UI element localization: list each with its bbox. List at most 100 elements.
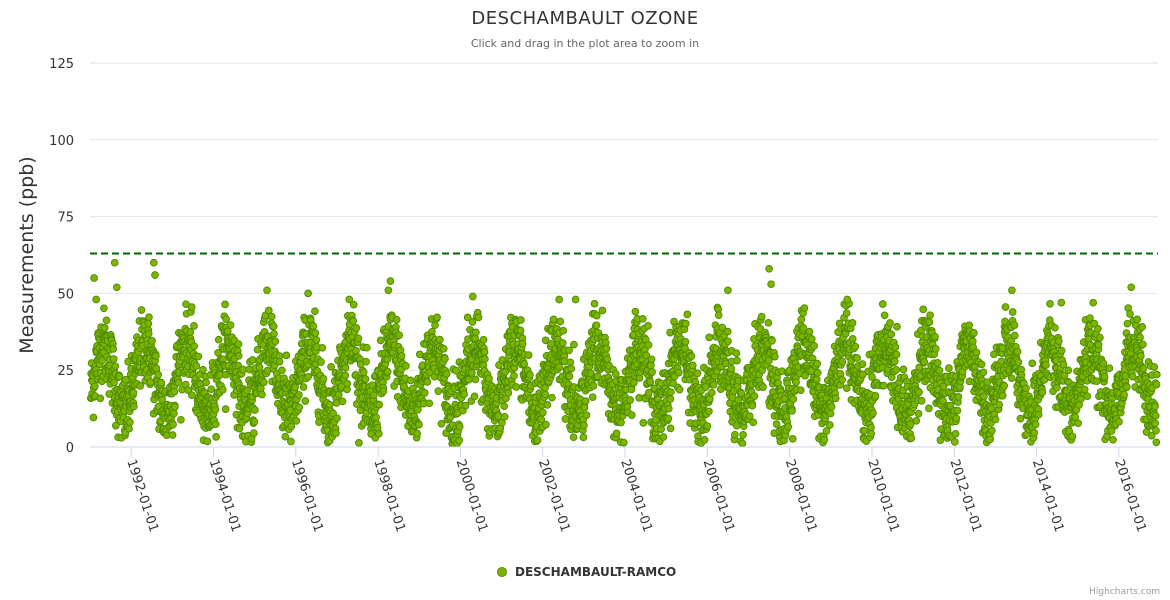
data-point — [788, 407, 796, 415]
data-point — [202, 378, 210, 387]
data-point — [434, 387, 443, 395]
data-point — [853, 354, 861, 362]
y-axis-title: Measurements (ppb) — [16, 156, 38, 353]
data-point — [788, 434, 797, 443]
legend-item-label[interactable]: DESCHAMBAULT-RAMCO — [515, 565, 676, 579]
data-point-peak — [767, 280, 775, 289]
data-point — [1007, 374, 1016, 383]
data-point — [582, 411, 591, 419]
data-point — [700, 436, 709, 444]
data-point — [464, 375, 473, 384]
data-point — [593, 372, 602, 381]
data-point — [319, 374, 328, 383]
data-point-peak — [149, 258, 158, 267]
data-point-peak — [151, 271, 159, 279]
data-point — [1152, 438, 1161, 447]
data-point — [891, 343, 900, 351]
data-point — [221, 405, 230, 413]
data-point — [250, 417, 259, 426]
data-point — [190, 322, 198, 330]
data-point — [1001, 303, 1010, 311]
data-point — [91, 382, 99, 391]
data-point — [253, 345, 262, 354]
data-point — [234, 351, 243, 360]
data-point — [170, 409, 178, 418]
data-point-peak — [386, 277, 395, 285]
data-point — [933, 359, 942, 367]
data-point — [177, 415, 185, 424]
credits-link[interactable]: Highcharts.com — [1089, 587, 1160, 597]
data-point — [110, 378, 118, 387]
data-point — [986, 435, 995, 444]
data-point — [520, 360, 529, 368]
data-point — [566, 358, 575, 367]
data-point — [925, 404, 933, 413]
data-point — [868, 373, 876, 381]
data-point — [125, 424, 133, 433]
data-point — [1123, 383, 1131, 391]
data-point — [338, 397, 347, 406]
data-point — [919, 305, 928, 314]
data-point — [1000, 381, 1009, 390]
data-point — [723, 327, 732, 336]
data-point-peak — [304, 289, 312, 298]
data-point — [524, 351, 533, 359]
data-point — [1010, 321, 1019, 329]
data-point — [144, 319, 153, 328]
data-point — [807, 335, 816, 343]
data-point — [627, 411, 636, 419]
data-point — [311, 329, 320, 337]
data-point — [301, 397, 310, 405]
data-point — [267, 312, 276, 321]
data-point — [1074, 419, 1082, 427]
data-point — [137, 306, 146, 314]
plot-area[interactable] — [86, 63, 1161, 448]
data-point — [838, 375, 847, 384]
data-point — [681, 319, 690, 328]
data-point — [724, 337, 732, 346]
y-tick-label: 0 — [66, 441, 74, 456]
data-point — [145, 313, 153, 322]
data-point-peak — [112, 283, 121, 292]
data-point-peak — [90, 274, 98, 282]
data-point — [687, 352, 696, 361]
data-point — [745, 412, 754, 421]
data-point — [312, 336, 321, 344]
data-point — [1138, 323, 1146, 331]
data-point — [154, 370, 163, 379]
legend[interactable]: DESCHAMBAULT-RAMCO — [497, 565, 677, 579]
data-point — [526, 370, 534, 379]
data-point — [1151, 419, 1160, 428]
data-point — [361, 375, 370, 383]
data-point — [479, 335, 488, 344]
data-point-peak — [1127, 283, 1136, 292]
data-point — [739, 430, 747, 439]
data-point — [979, 368, 988, 377]
data-point — [880, 311, 889, 320]
data-point — [152, 352, 160, 360]
data-point — [556, 317, 565, 326]
data-point — [455, 436, 464, 445]
data-point — [157, 378, 166, 387]
data-point — [838, 357, 847, 366]
data-point — [207, 385, 216, 394]
data-point — [333, 414, 341, 423]
data-point — [1010, 331, 1019, 340]
data-point — [768, 336, 776, 345]
legend-item-deschambault-ramco[interactable]: DESCHAMBAULT-RAMCO — [497, 565, 677, 579]
data-point — [812, 375, 821, 384]
data-point — [1094, 324, 1102, 333]
data-point — [542, 420, 550, 429]
data-point — [362, 343, 371, 352]
data-point — [406, 376, 415, 385]
data-point-peak — [468, 292, 477, 301]
data-point — [867, 429, 876, 438]
data-point — [269, 322, 278, 331]
data-point — [851, 342, 860, 351]
data-point — [111, 421, 120, 430]
data-point — [258, 390, 266, 399]
data-point — [977, 360, 986, 369]
data-point — [570, 340, 578, 349]
data-point — [878, 300, 887, 308]
